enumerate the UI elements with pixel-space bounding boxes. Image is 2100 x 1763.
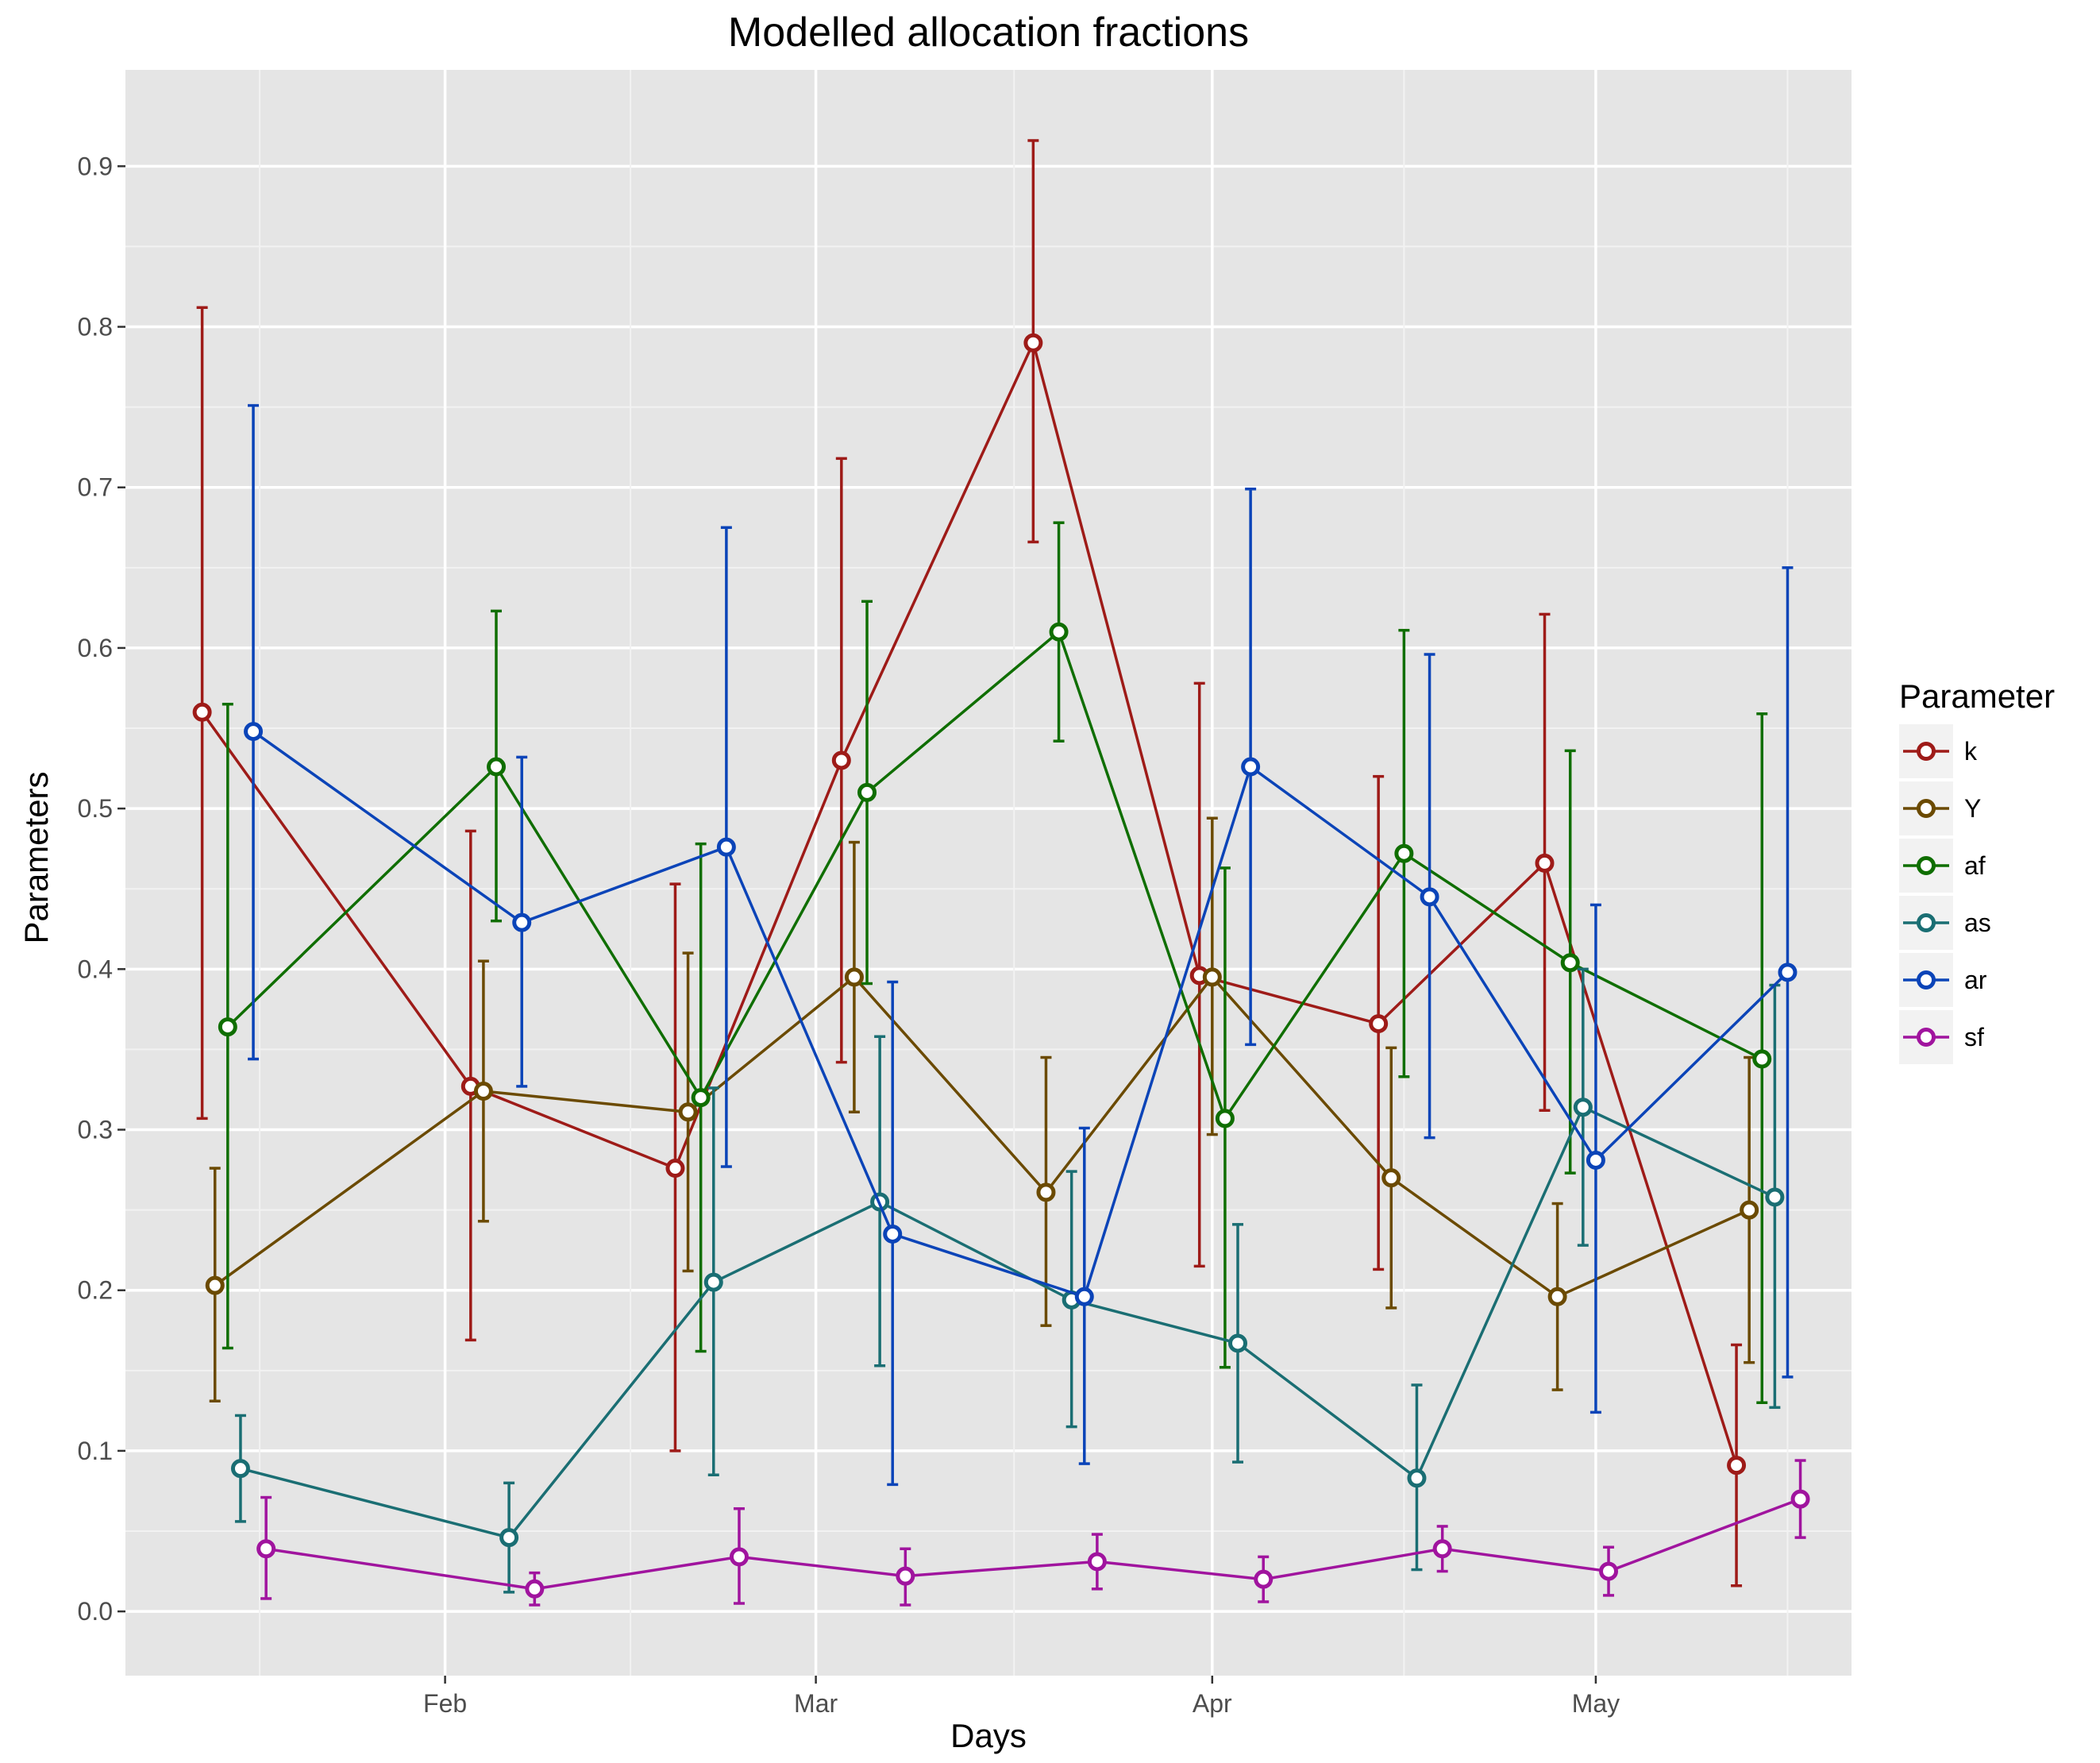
series-as [230,967,1785,1594]
data-point [1778,963,1798,982]
data-point [844,967,864,987]
legend-item-y: Y [1899,781,1981,835]
legend-item-as: as [1899,896,1991,950]
data-point [473,1081,493,1101]
y-tick-label: 0.6 [78,634,113,662]
data-point [512,912,532,932]
y-tick-label: 0.0 [78,1597,113,1626]
legend-key-point [1917,856,1936,875]
data-point [1087,1552,1107,1572]
data-point [487,757,507,777]
data-point [1381,1168,1401,1188]
data-point [1727,1456,1747,1476]
data-point [1254,1569,1273,1589]
y-tick-label: 0.9 [78,152,113,180]
data-point [1074,1287,1094,1306]
legend-key-point [1917,913,1936,932]
data-point [857,782,877,802]
series-af [218,521,1772,1405]
legend-label: Y [1964,794,1981,823]
data-point [729,1547,749,1567]
axes: 0.0 0.1 0.2 0.3 0.4 0.5 0.6 0.7 0.8 0.9 Feb Mar Apr M… [78,152,1620,1718]
legend-label: as [1964,909,1991,937]
legend-key-point [1917,1028,1936,1047]
data-point [1202,967,1222,987]
series-k [192,139,1747,1587]
legend-label: af [1964,851,1986,880]
x-tick-label: May [1572,1689,1620,1718]
data-point [1432,1539,1452,1559]
data-point [1023,333,1043,353]
legend-item-sf: sf [1899,1010,1984,1064]
data-point [1407,1468,1427,1488]
chart-title: Modelled allocation fractions [728,10,1249,56]
data-point [691,1088,711,1108]
y-tick-label: 0.7 [78,473,113,502]
legend-label: sf [1964,1023,1984,1051]
series-ar [244,403,1798,1487]
data-point [1420,887,1439,907]
data-point [1547,1287,1567,1306]
legend-key-point [1917,742,1936,761]
y-tick-label: 0.3 [78,1116,113,1144]
data-point [1215,1109,1235,1128]
data-point [1036,1182,1056,1202]
legend-key-point [1917,799,1936,818]
y-tick-label: 0.8 [78,313,113,341]
data-point [1765,1187,1785,1207]
y-tick-label: 0.2 [78,1276,113,1305]
x-axis-label: Days [950,1717,1027,1754]
data-point [230,1459,250,1479]
legend-title: Parameter [1899,677,2055,715]
legend-label: k [1964,737,1978,766]
data-point [1241,757,1261,777]
data-point [1586,1150,1605,1170]
data-point [205,1275,225,1295]
data-point [1752,1049,1772,1069]
series-sf [256,1459,1810,1607]
data-point [244,722,264,742]
data-point [1790,1489,1810,1509]
series-y [205,816,1759,1402]
data-series [192,139,1810,1607]
data-point [831,750,851,770]
x-tick-label: Mar [794,1689,838,1718]
y-tick-label: 0.4 [78,955,113,983]
y-tick-label: 0.1 [78,1437,113,1465]
data-point [1599,1561,1619,1581]
data-point [1573,1098,1593,1117]
data-point [883,1224,903,1244]
data-point [896,1566,915,1586]
legend-item-ar: ar [1899,953,1987,1007]
data-point [1535,853,1555,873]
data-point [1369,1014,1389,1034]
y-axis-label: Parameters [17,771,55,943]
data-point [703,1272,723,1292]
data-point [218,1017,237,1037]
data-point [665,1159,685,1179]
x-tick-label: Apr [1193,1689,1232,1718]
legend-item-af: af [1899,839,1986,893]
data-point [525,1579,545,1599]
data-point [1228,1333,1248,1353]
y-tick-label: 0.5 [78,794,113,823]
data-point [1560,953,1580,973]
x-tick-label: Feb [423,1689,467,1718]
legend-item-k: k [1899,724,1978,778]
plot-panel [125,70,1851,1676]
data-point [499,1528,519,1548]
data-point [256,1539,276,1559]
data-point [1394,843,1414,863]
data-point [192,702,212,722]
data-point [1740,1200,1759,1220]
legend-label: ar [1964,966,1987,994]
data-point [716,837,736,857]
legend-key-point [1917,970,1936,990]
data-point [678,1102,698,1122]
data-point [1049,622,1069,642]
